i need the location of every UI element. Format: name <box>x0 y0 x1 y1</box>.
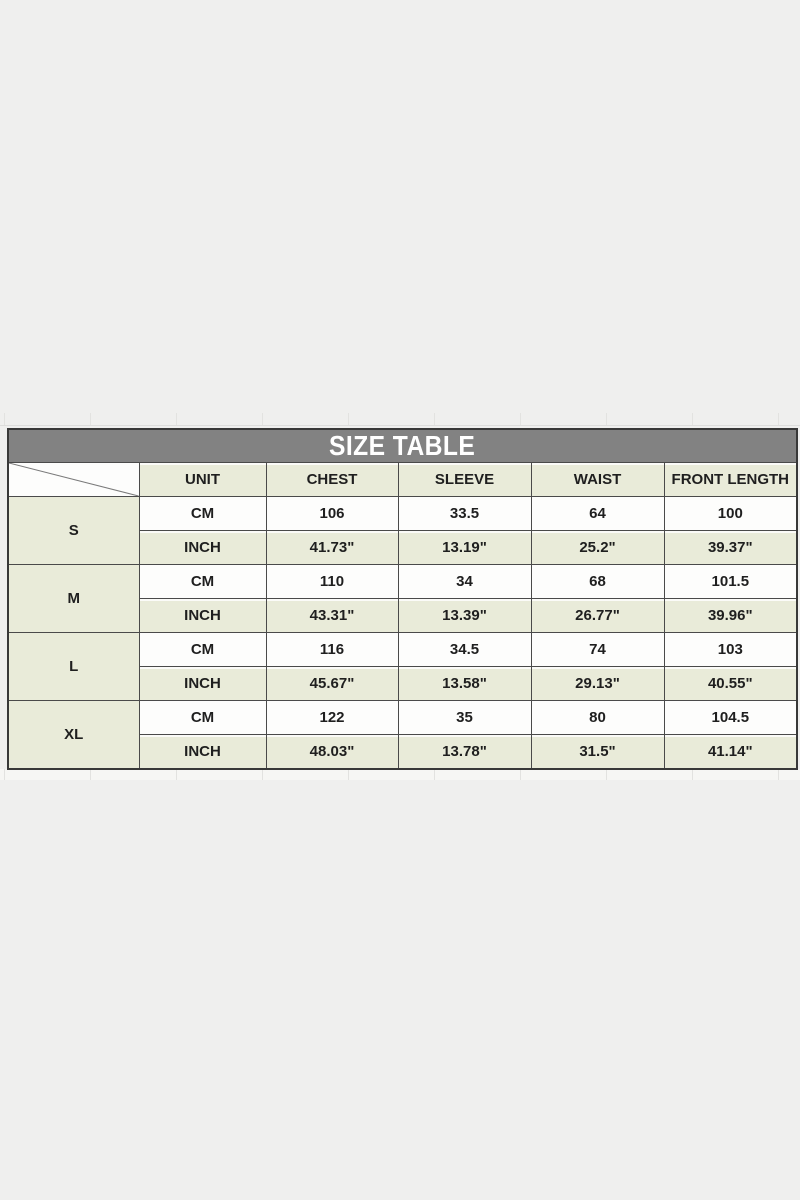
row-xl-cm: XL CM 122 35 80 104.5 <box>7 700 798 770</box>
cell-chest: 41.73" <box>265 530 399 565</box>
cell-waist: 74 <box>530 632 665 667</box>
cell-front-length: 40.55" <box>663 666 798 701</box>
diagonal-header-cell <box>7 462 140 497</box>
cell-unit: INCH <box>138 666 267 701</box>
cell-chest: 48.03" <box>265 734 399 770</box>
cell-front-length: 103 <box>663 632 798 667</box>
size-label-m: M <box>7 564 140 633</box>
excel-gridline-stub <box>348 413 349 425</box>
cell-chest: 45.67" <box>265 666 399 701</box>
cell-unit: INCH <box>138 734 267 770</box>
cell-sleeve: 33.5 <box>397 496 532 531</box>
excel-gridline-stub <box>4 413 5 425</box>
excel-empty-row-band <box>0 769 800 780</box>
column-header-unit: UNIT <box>138 462 267 497</box>
cell-chest: 110 <box>265 564 399 599</box>
excel-gridline-stub <box>176 413 177 425</box>
cell-waist: 64 <box>530 496 665 531</box>
cell-unit: CM <box>138 700 267 735</box>
cell-waist: 80 <box>530 700 665 735</box>
column-header-waist: WAIST <box>530 462 665 497</box>
row-l-inch: INCH 45.67" 13.58" 29.13" 40.55" <box>8 666 798 701</box>
cell-unit: CM <box>138 564 267 599</box>
excel-gridline-stub <box>692 413 693 425</box>
cell-waist: 26.77" <box>530 598 665 633</box>
excel-gridline-stub <box>262 413 263 425</box>
diagonal-divider-line <box>9 463 139 496</box>
cell-chest: 106 <box>265 496 399 531</box>
row-s-inch: INCH 41.73" 13.19" 25.2" 39.37" <box>8 530 798 565</box>
column-header-row: UNIT CHEST SLEEVE WAIST FRONT LENGTH <box>7 462 798 497</box>
column-header-front-length: FRONT LENGTH <box>663 462 798 497</box>
excel-gridline-stub <box>262 769 263 780</box>
cell-waist: 31.5" <box>530 734 665 770</box>
cell-sleeve: 34.5 <box>397 632 532 667</box>
excel-gridline-stub <box>90 413 91 425</box>
size-label-s: S <box>7 496 140 565</box>
cell-chest: 122 <box>265 700 399 735</box>
cell-sleeve: 13.78" <box>397 734 532 770</box>
cell-unit: CM <box>138 496 267 531</box>
excel-gridline-stub <box>692 769 693 780</box>
excel-gridline-stub <box>4 769 5 780</box>
cell-front-length: 39.96" <box>663 598 798 633</box>
excel-gridline-stub <box>90 769 91 780</box>
cell-front-length: 100 <box>663 496 798 531</box>
excel-gridline-stub <box>434 413 435 425</box>
excel-gridline-stub <box>520 769 521 780</box>
row-l-cm: L CM 116 34.5 74 103 <box>7 632 798 701</box>
size-label-xl: XL <box>7 700 140 770</box>
column-header-sleeve: SLEEVE <box>397 462 532 497</box>
excel-gridline-stub <box>778 769 779 780</box>
column-header-chest: CHEST <box>265 462 399 497</box>
cell-waist: 29.13" <box>530 666 665 701</box>
size-table-title-cell: SIZE TABLE <box>7 428 798 463</box>
row-xl-inch: INCH 48.03" 13.78" 31.5" 41.14" <box>8 734 798 770</box>
cell-chest: 116 <box>265 632 399 667</box>
cell-sleeve: 34 <box>397 564 532 599</box>
excel-gridline-stub <box>606 413 607 425</box>
table-title-row: SIZE TABLE <box>7 428 798 463</box>
cell-sleeve: 13.39" <box>397 598 532 633</box>
cell-chest: 43.31" <box>265 598 399 633</box>
size-table-title: SIZE TABLE <box>329 430 476 461</box>
cell-front-length: 101.5 <box>663 564 798 599</box>
cell-front-length: 41.14" <box>663 734 798 770</box>
cell-front-length: 104.5 <box>663 700 798 735</box>
row-m-inch: INCH 43.31" 13.39" 26.77" 39.96" <box>8 598 798 633</box>
size-table: SIZE TABLE UNIT CHEST SLEEVE WAIST FRONT… <box>7 428 799 770</box>
excel-gridline-horizontal <box>0 425 800 426</box>
cell-unit: CM <box>138 632 267 667</box>
cell-sleeve: 13.19" <box>397 530 532 565</box>
cell-unit: INCH <box>138 530 267 565</box>
row-s-cm: S CM 106 33.5 64 100 <box>7 496 798 565</box>
cell-unit: INCH <box>138 598 267 633</box>
cell-front-length: 39.37" <box>663 530 798 565</box>
size-label-l: L <box>7 632 140 701</box>
cell-waist: 68 <box>530 564 665 599</box>
excel-gridline-stub <box>520 413 521 425</box>
cell-sleeve: 35 <box>397 700 532 735</box>
cell-sleeve: 13.58" <box>397 666 532 701</box>
excel-gridline-stub <box>176 769 177 780</box>
excel-gridline-stub <box>606 769 607 780</box>
row-m-cm: M CM 110 34 68 101.5 <box>7 564 798 633</box>
excel-gridline-stub <box>348 769 349 780</box>
excel-gridline-stub <box>434 769 435 780</box>
excel-gridline-stub <box>778 413 779 425</box>
cell-waist: 25.2" <box>530 530 665 565</box>
